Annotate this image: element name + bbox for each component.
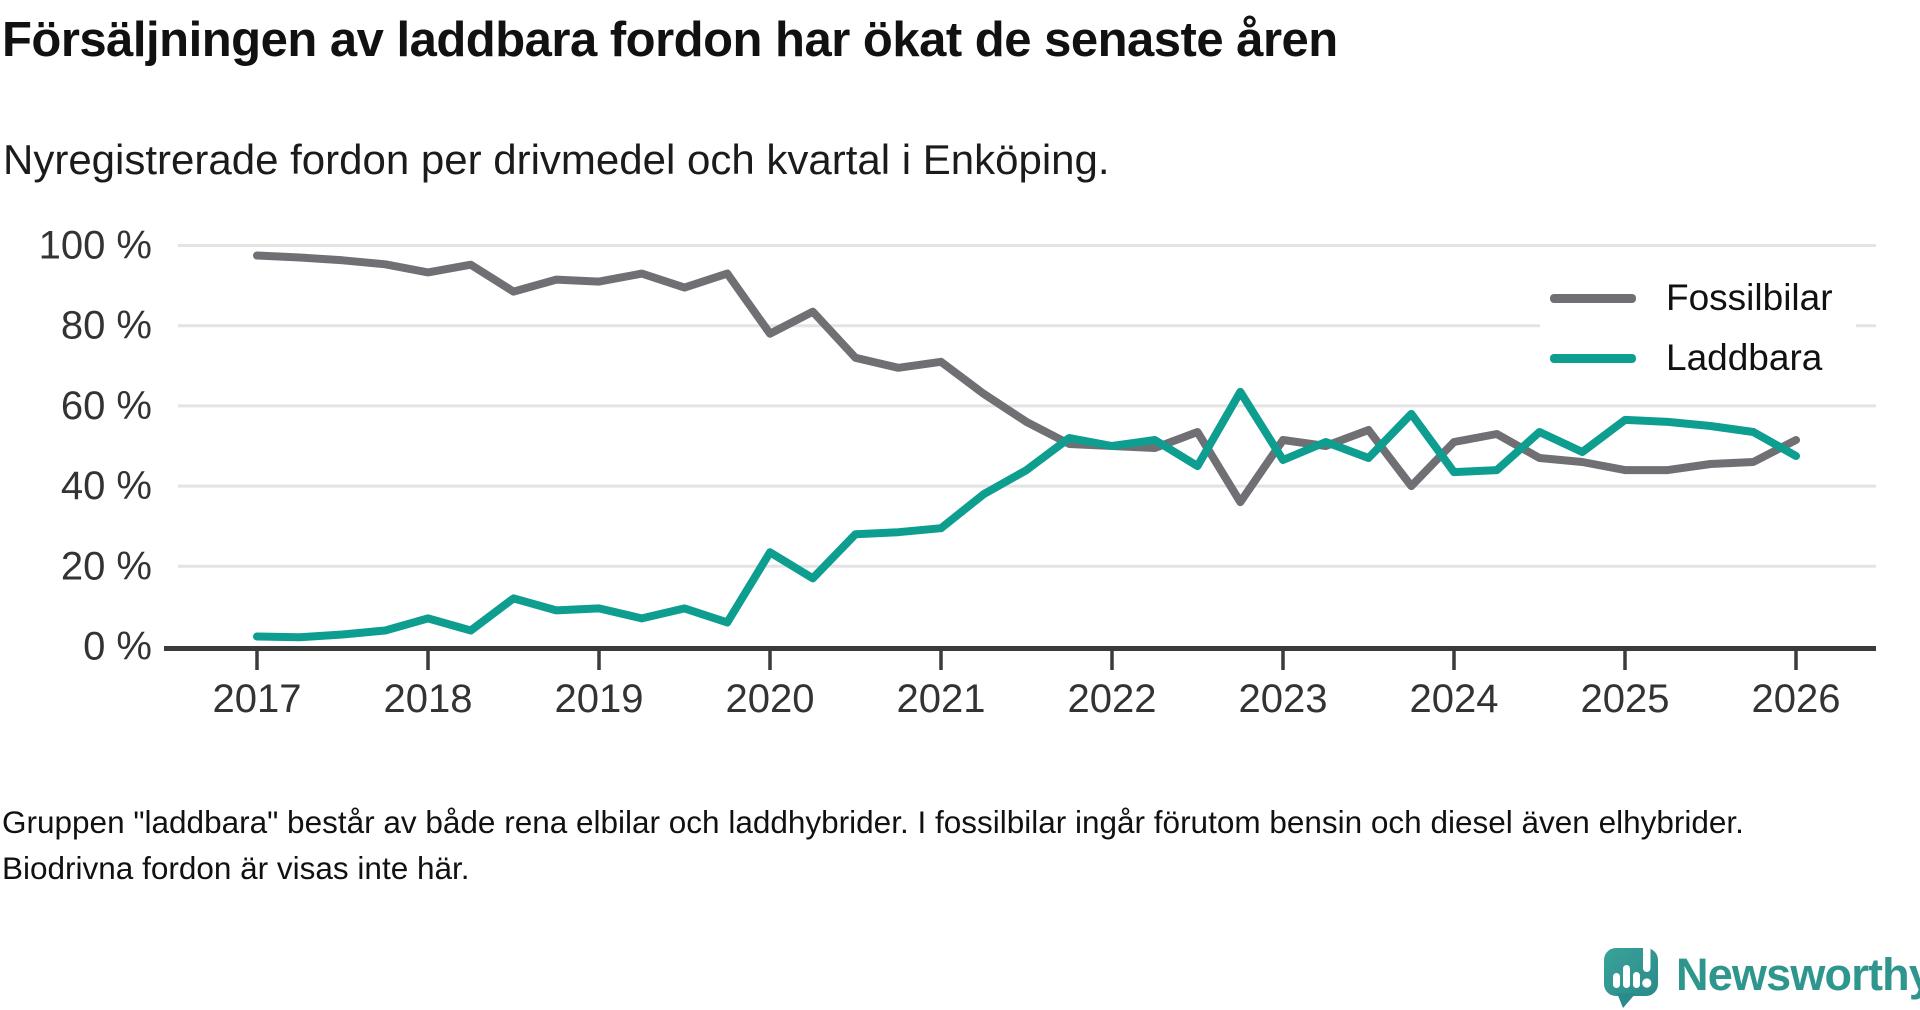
- series-line-fossilbilar: [253, 251, 1800, 507]
- laddbara-line-swatch: [1550, 353, 1636, 363]
- newsworthy-logo-icon: [1604, 944, 1658, 1008]
- x-axis-label-2026: 2026: [1752, 677, 1841, 721]
- legend-item-fossilbilar: Fossilbilar: [1540, 277, 1856, 319]
- logo-bubble-tail: [1617, 993, 1636, 1008]
- chart-footnote: Gruppen "laddbara" består av både rena e…: [2, 804, 1744, 886]
- logo-bar-2: [1623, 965, 1630, 988]
- x-axis-label-2020: 2020: [726, 677, 815, 721]
- x-axis-label-2021: 2021: [897, 677, 986, 721]
- chart-legend: Fossilbilar Laddbara: [1540, 268, 1856, 388]
- x-axis-label-2023: 2023: [1239, 677, 1328, 721]
- logo-bar-3: [1633, 972, 1640, 988]
- x-axis-label-2024: 2024: [1410, 677, 1499, 721]
- y-axis-label-80: 80 %: [61, 304, 152, 348]
- legend-item-laddbara: Laddbara: [1540, 337, 1856, 379]
- x-axis-label-2022: 2022: [1068, 677, 1157, 721]
- y-axis-label-100: 100 %: [39, 224, 152, 268]
- legend-label-fossilbilar: Fossilbilar: [1666, 277, 1833, 318]
- logo-exclamation-bar: [1643, 944, 1651, 972]
- x-axis-label-2017: 2017: [213, 677, 302, 721]
- x-axis-label-2019: 2019: [555, 677, 644, 721]
- y-axis-label-20: 20 %: [61, 544, 152, 588]
- legend-label-laddbara: Laddbara: [1666, 337, 1823, 378]
- series-line-laddbara: [253, 387, 1800, 642]
- newsworthy-brand: Newsworthy: [1602, 942, 1920, 1008]
- logo-exclamation-dot: [1642, 978, 1652, 988]
- brand-name: Newsworthy: [1676, 949, 1920, 1000]
- fossilbilar-line-swatch: [1550, 293, 1636, 303]
- logo-bar-1: [1613, 973, 1620, 988]
- y-axis-label-60: 60 %: [61, 384, 152, 428]
- chart-subtitle: Nyregistrerade fordon per drivmedel och …: [3, 136, 1110, 183]
- y-axis-label-40: 40 %: [61, 464, 152, 508]
- chart-title: Försäljningen av laddbara fordon har öka…: [2, 13, 1338, 67]
- y-axis-label-0: 0 %: [83, 625, 152, 669]
- line-chart-canvas: 0 % 20 % 40 % 60 % 80 % 100 % 2017 2018 2019 2020…: [39, 224, 1876, 721]
- x-axis-label-2025: 2025: [1581, 677, 1670, 721]
- x-axis-label-2018: 2018: [384, 677, 473, 721]
